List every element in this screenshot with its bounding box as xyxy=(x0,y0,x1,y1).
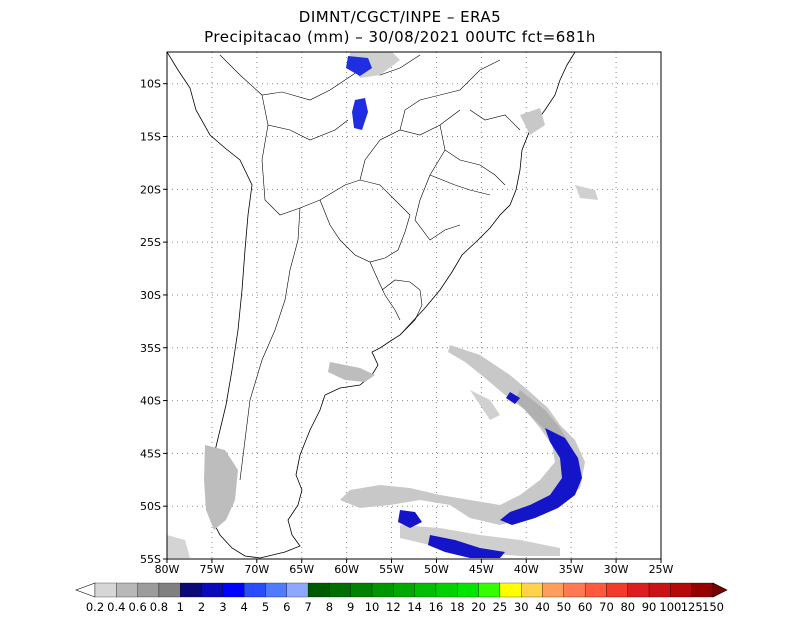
lon-label: 75W xyxy=(199,563,224,576)
lon-label: 70W xyxy=(244,563,269,576)
colorbar-label: 4 xyxy=(241,600,248,614)
lat-label: 20S xyxy=(140,183,161,196)
colorbar-box xyxy=(521,582,543,598)
lat-label: 50S xyxy=(140,500,161,513)
colorbar-box xyxy=(393,582,415,598)
colorbar-label: 0.6 xyxy=(128,600,146,614)
lat-label: 45S xyxy=(140,447,161,460)
lon-label: 65W xyxy=(289,563,314,576)
lat-label: 40S xyxy=(140,395,161,408)
colorbar-box xyxy=(670,582,692,598)
colorbar-label: 70 xyxy=(599,600,614,614)
grid-lines xyxy=(167,52,661,559)
colorbar-box xyxy=(116,582,138,598)
colorbar-label: 125 xyxy=(681,600,703,614)
colorbar-label: 9 xyxy=(347,600,354,614)
lat-label: 55S xyxy=(140,553,161,566)
title-line-2: Precipitacao (mm) – 30/08/2021 00UTC fct… xyxy=(204,28,596,46)
heavy-precip-areas xyxy=(346,56,582,558)
colorbar-label: 3 xyxy=(219,600,226,614)
colorbar-box xyxy=(307,582,330,598)
colorbar-label: 10 xyxy=(365,600,380,614)
lat-label: 25S xyxy=(140,236,161,249)
lon-label: 45W xyxy=(469,563,494,576)
colorbar-label: 50 xyxy=(557,600,572,614)
colorbar-label: 14 xyxy=(407,600,422,614)
colorbar-label: 80 xyxy=(620,600,635,614)
latitude-labels: 10S 15S 20S 25S 30S 35S 40S 45S 50S 55S xyxy=(140,78,167,566)
colorbar-label: 90 xyxy=(642,600,657,614)
colorbar-label: 0.2 xyxy=(86,600,104,614)
colorbar-label: 100 xyxy=(659,600,681,614)
colorbar-under-triangle xyxy=(75,582,96,598)
colorbar-box xyxy=(563,582,586,598)
map-frame xyxy=(166,51,662,560)
colorbar-label: 25 xyxy=(493,600,508,614)
colorbar-box xyxy=(691,582,714,598)
lon-label: 30W xyxy=(604,563,629,576)
longitude-labels: 80W 75W 70W 65W 60W 55W 50W 45W 40W 35W 30W 25W xyxy=(155,559,674,576)
colorbar-box xyxy=(606,582,628,598)
colorbar-box xyxy=(542,582,564,598)
lon-label: 35W xyxy=(559,563,584,576)
colorbar-label: 12 xyxy=(386,600,401,614)
lon-label: 60W xyxy=(334,563,359,576)
colorbar-box xyxy=(265,582,287,598)
colorbar: 0.2 0.4 0.6 0.8 1 2 3 4 5 6 7 8 9 10 12 14 16 18 20 25 30 40 5… xyxy=(75,582,728,614)
colorbar-label: 8 xyxy=(326,600,333,614)
colorbar-label: 30 xyxy=(514,600,529,614)
colorbar-label: 7 xyxy=(304,600,311,614)
colorbar-box xyxy=(648,582,671,598)
colorbar-label: 40 xyxy=(535,600,550,614)
colorbar-label: 2 xyxy=(198,600,205,614)
colorbar-label: 1 xyxy=(177,600,184,614)
map-content xyxy=(167,52,598,559)
lat-label: 35S xyxy=(140,342,161,355)
colorbar-box xyxy=(584,582,607,598)
colorbar-box xyxy=(478,582,501,598)
colorbar-label: 20 xyxy=(471,600,486,614)
light-precip-areas xyxy=(167,52,598,558)
colorbar-box xyxy=(350,582,373,598)
colorbar-label: 0.4 xyxy=(107,600,125,614)
lon-label: 25W xyxy=(649,563,674,576)
lon-label: 40W xyxy=(514,563,539,576)
country-borders xyxy=(219,54,521,481)
colorbar-box xyxy=(286,582,309,598)
colorbar-box xyxy=(244,582,266,598)
lat-label: 10S xyxy=(140,78,161,91)
colorbar-label: 18 xyxy=(450,600,465,614)
colorbar-label: 5 xyxy=(262,600,269,614)
lon-label: 80W xyxy=(155,563,180,576)
colorbar-over-triangle xyxy=(712,582,728,598)
colorbar-box xyxy=(371,582,394,598)
colorbar-box xyxy=(414,582,437,598)
colorbar-box xyxy=(201,582,224,598)
colorbar-box xyxy=(627,582,650,598)
title-line-1: DIMNT/CGCT/INPE – ERA5 xyxy=(298,8,502,26)
colorbar-box xyxy=(329,582,351,598)
colorbar-label: 60 xyxy=(578,600,593,614)
colorbar-box xyxy=(457,582,479,598)
colorbar-box xyxy=(435,582,458,598)
colorbar-label: 150 xyxy=(702,600,724,614)
colorbar-box xyxy=(94,582,117,598)
coastline xyxy=(167,52,576,559)
colorbar-box xyxy=(222,582,245,598)
lat-label: 30S xyxy=(140,289,161,302)
lon-label: 50W xyxy=(424,563,449,576)
colorbar-box xyxy=(180,582,202,598)
colorbar-label: 16 xyxy=(429,600,444,614)
colorbar-box xyxy=(158,582,181,598)
colorbar-box xyxy=(499,582,522,598)
colorbar-label: 6 xyxy=(283,600,290,614)
lon-label: 55W xyxy=(379,563,404,576)
colorbar-label: 0.8 xyxy=(150,600,168,614)
lat-label: 15S xyxy=(140,131,161,144)
colorbar-box xyxy=(137,582,160,598)
